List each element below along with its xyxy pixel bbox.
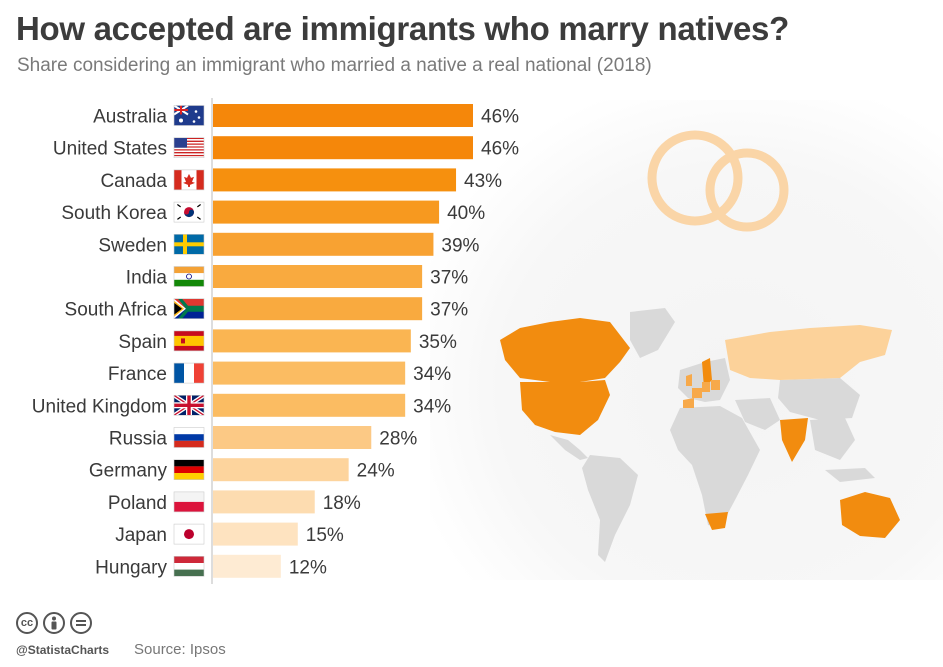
- value-label-japan: 15%: [306, 525, 344, 546]
- value-label-hungary: 12%: [289, 557, 327, 578]
- poland-flag-icon: [173, 491, 205, 513]
- category-label-hungary: Hungary: [95, 557, 167, 578]
- value-label-sweden: 39%: [441, 235, 479, 256]
- australia-shape: [840, 492, 900, 538]
- bar-united-states: [213, 136, 473, 160]
- category-label-united-kingdom: United Kingdom: [32, 396, 167, 417]
- australia-flag-icon: [173, 105, 205, 126]
- source-note: Source: Ipsos: [134, 641, 226, 658]
- bar-india: [213, 265, 423, 288]
- bar-france: [213, 361, 406, 385]
- chart-title: How accepted are immigrants who marry na…: [16, 10, 789, 47]
- uk-flag-icon: [173, 394, 205, 416]
- world-map-icon: [500, 308, 900, 562]
- value-label-germany: 24%: [357, 461, 395, 482]
- bar-united-kingdom: [213, 393, 406, 417]
- statista-handle[interactable]: @StatistaCharts: [16, 643, 110, 657]
- south-africa-flag-icon: [173, 298, 205, 320]
- wedding-rings-icon: [647, 130, 789, 232]
- canada-shape: [500, 318, 630, 382]
- bars-layer: Australia 46% United States 46% Canada 43% Sou…: [32, 104, 519, 578]
- bar-poland: [213, 490, 315, 514]
- value-label-united-states: 46%: [481, 139, 519, 160]
- sweden-flag-icon: [173, 234, 205, 255]
- sweden-shape: [702, 358, 712, 388]
- south-korea-flag-icon: [173, 201, 205, 223]
- category-label-poland: Poland: [108, 493, 167, 514]
- category-label-germany: Germany: [89, 461, 168, 482]
- no-derivatives-icon: [70, 612, 92, 634]
- value-label-australia: 46%: [481, 107, 519, 128]
- uk-shape: [686, 374, 692, 386]
- bar-south-africa: [213, 297, 423, 321]
- value-label-south-africa: 37%: [430, 300, 468, 321]
- usa-flag-icon: [173, 137, 205, 158]
- value-label-united-kingdom: 34%: [413, 396, 451, 417]
- greenland-shape: [630, 308, 675, 358]
- category-label-spain: Spain: [118, 332, 167, 353]
- africa-shape: [670, 406, 760, 528]
- category-label-australia: Australia: [93, 107, 167, 128]
- indonesia-shape: [825, 468, 875, 482]
- bar-sweden: [213, 232, 434, 256]
- spain-shape: [683, 398, 694, 408]
- category-label-south-africa: South Africa: [65, 300, 168, 321]
- attribution-icon: [43, 612, 65, 634]
- bar-australia: [213, 104, 473, 127]
- category-label-russia: Russia: [109, 429, 168, 450]
- category-label-canada: Canada: [100, 171, 167, 192]
- category-label-sweden: Sweden: [98, 235, 167, 256]
- usa-shape: [520, 380, 610, 435]
- india-flag-icon: [173, 266, 205, 287]
- bar-russia: [213, 426, 372, 449]
- poland-shape: [711, 380, 720, 390]
- middle-east-shape: [735, 398, 780, 430]
- value-label-south-korea: 40%: [447, 203, 485, 224]
- bar-south-korea: [213, 200, 440, 224]
- east-asia-shape: [778, 378, 860, 420]
- value-label-india: 37%: [430, 268, 468, 289]
- value-label-france: 34%: [413, 364, 451, 385]
- value-label-spain: 35%: [419, 332, 457, 353]
- bar-hungary: [213, 554, 281, 578]
- central-america-shape: [550, 435, 588, 460]
- license-icons: cc: [16, 612, 92, 634]
- value-label-poland: 18%: [323, 493, 361, 514]
- category-label-japan: Japan: [115, 525, 167, 546]
- hungary-flag-icon: [173, 555, 205, 577]
- russia-shape: [725, 325, 892, 380]
- south-america-shape: [582, 455, 638, 562]
- india-shape: [780, 418, 808, 462]
- category-label-india: India: [126, 268, 168, 289]
- bar-chart: Australia 46% United States 46% Canada 43% Sou…: [32, 98, 519, 584]
- germany-flag-icon: [173, 459, 205, 481]
- south-africa-shape: [705, 512, 728, 530]
- bar-canada: [213, 168, 457, 192]
- category-label-france: France: [108, 364, 167, 385]
- chart-subtitle: Share considering an immigrant who marri…: [17, 55, 652, 76]
- russia-flag-icon: [173, 427, 205, 448]
- bar-spain: [213, 329, 411, 353]
- category-label-united-states: United States: [53, 139, 167, 160]
- canada-flag-icon: [173, 169, 205, 191]
- southeast-asia-shape: [810, 418, 855, 460]
- japan-flag-icon: [173, 523, 205, 545]
- category-label-south-korea: South Korea: [61, 203, 167, 224]
- bar-japan: [213, 522, 298, 546]
- france-shape: [692, 388, 702, 398]
- spain-flag-icon: [173, 330, 205, 352]
- germany-shape: [702, 382, 710, 392]
- value-label-russia: 28%: [379, 429, 417, 450]
- bar-germany: [213, 458, 349, 482]
- value-label-canada: 43%: [464, 171, 502, 192]
- france-flag-icon: [173, 362, 205, 384]
- cc-icon: cc: [16, 612, 38, 634]
